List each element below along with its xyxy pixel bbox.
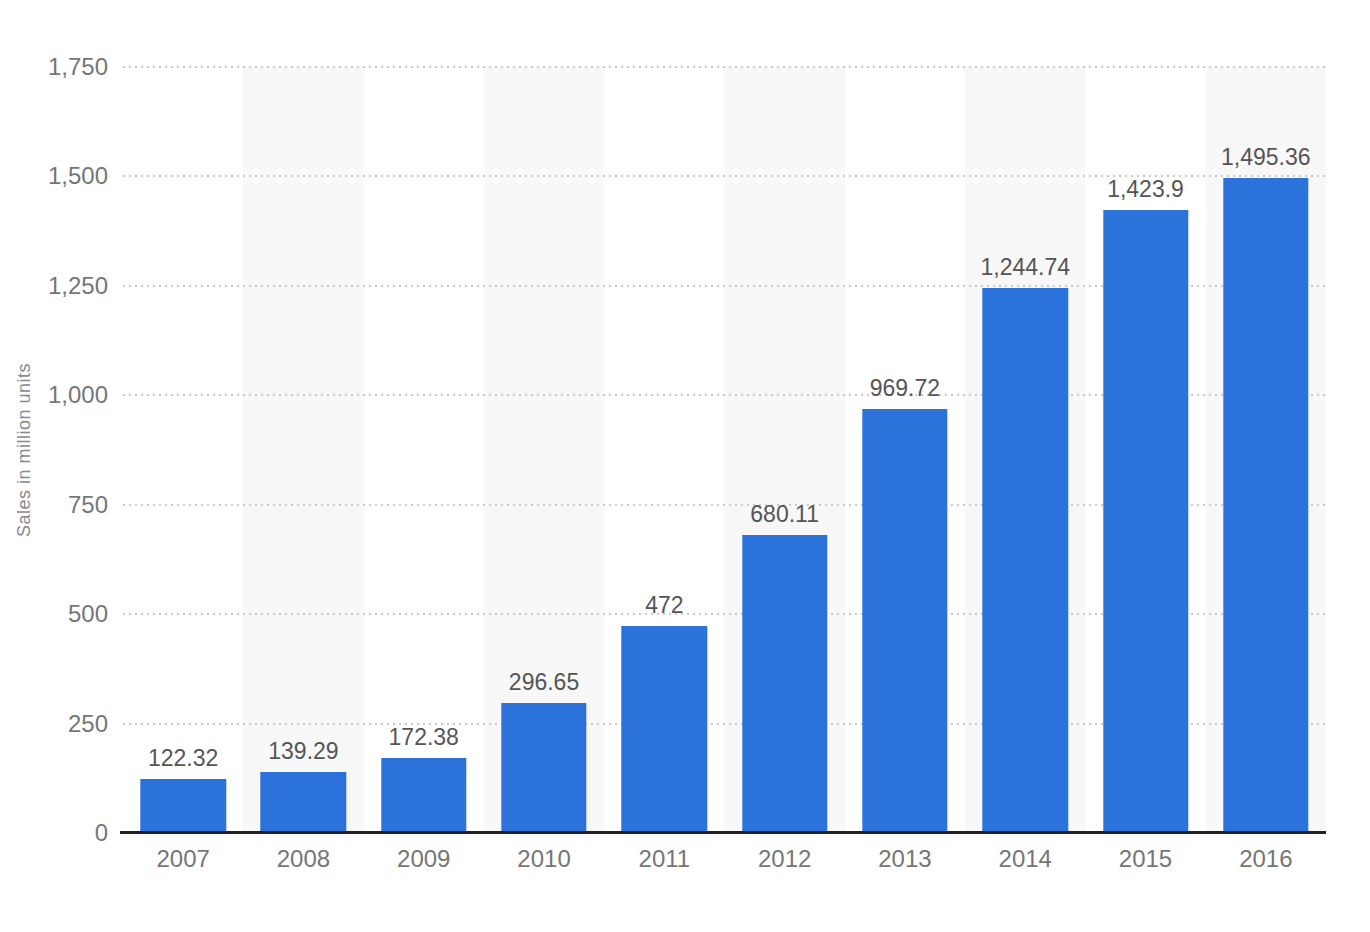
chart-column-2014: 1,244.74 [965,67,1085,833]
y-tick-label: 1,750 [48,53,108,81]
chart-column-2015: 1,423.9 [1085,67,1205,833]
bar-value-label: 680.11 [750,501,819,528]
bar-rect [1223,178,1308,833]
bar-rect [381,758,466,833]
bar-rect [1103,210,1188,833]
y-tick-label: 750 [68,491,108,519]
bar-value-label: 122.32 [148,745,218,772]
x-tick-label-2008: 2008 [243,845,363,873]
plot-area: 122.32 139.29 172.38 296.65 472 680.11 969.72 1… [123,67,1326,833]
y-tick-label: 250 [68,710,108,738]
y-tick-label: 1,500 [48,162,108,190]
bar-value-label: 1,495.36 [1221,144,1311,171]
x-tick-label-2013: 2013 [845,845,965,873]
chart-column-2012: 680.11 [724,67,844,833]
bar-rect [261,772,346,833]
x-axis-tick-labels: 2007200820092010201120122013201420152016 [123,845,1326,873]
chart-column-2013: 969.72 [845,67,965,833]
x-tick-label-2010: 2010 [484,845,604,873]
bar-rect [742,535,827,833]
bar-2014[interactable]: 1,244.74 [983,288,1068,833]
x-tick-label-2014: 2014 [965,845,1085,873]
bar-rect [140,779,225,833]
bar-value-label: 172.38 [389,724,459,751]
x-tick-label-2016: 2016 [1206,845,1326,873]
bar-value-label: 472 [645,592,683,619]
x-axis-line [120,831,1326,834]
bar-2015[interactable]: 1,423.9 [1103,210,1188,833]
bar-columns: 122.32 139.29 172.38 296.65 472 680.11 969.72 1… [123,67,1326,833]
chart-column-2011: 472 [604,67,724,833]
bar-rect [622,626,707,833]
y-axis-tick-labels: 1,7501,5001,2501,0007505002500 [0,67,108,833]
y-tick-label: 0 [95,819,108,847]
bar-2013[interactable]: 969.72 [862,409,947,833]
y-tick-label: 1,250 [48,272,108,300]
chart-column-2010: 296.65 [484,67,604,833]
bar-2011[interactable]: 472 [622,626,707,833]
x-tick-label-2015: 2015 [1085,845,1205,873]
bar-2007[interactable]: 122.32 [140,779,225,833]
y-tick-label: 500 [68,600,108,628]
bar-value-label: 1,423.9 [1107,176,1184,203]
chart-column-2009: 172.38 [364,67,484,833]
chart-column-2008: 139.29 [243,67,363,833]
bar-2010[interactable]: 296.65 [501,703,586,833]
bar-2009[interactable]: 172.38 [381,758,466,833]
bar-value-label: 139.29 [268,738,338,765]
bar-value-label: 969.72 [870,375,940,402]
bar-rect [862,409,947,833]
chart-column-2007: 122.32 [123,67,243,833]
bar-value-label: 296.65 [509,669,579,696]
x-tick-label-2012: 2012 [724,845,844,873]
bar-rect [501,703,586,833]
bar-rect [983,288,1068,833]
y-tick-label: 1,000 [48,381,108,409]
bar-2016[interactable]: 1,495.36 [1223,178,1308,833]
bar-2012[interactable]: 680.11 [742,535,827,833]
x-tick-label-2011: 2011 [604,845,724,873]
x-tick-label-2007: 2007 [123,845,243,873]
x-tick-label-2009: 2009 [364,845,484,873]
chart-column-2016: 1,495.36 [1206,67,1326,833]
bar-value-label: 1,244.74 [980,254,1070,281]
bar-chart: Sales in million units 1,7501,5001,2501,… [0,0,1370,932]
bar-2008[interactable]: 139.29 [261,772,346,833]
